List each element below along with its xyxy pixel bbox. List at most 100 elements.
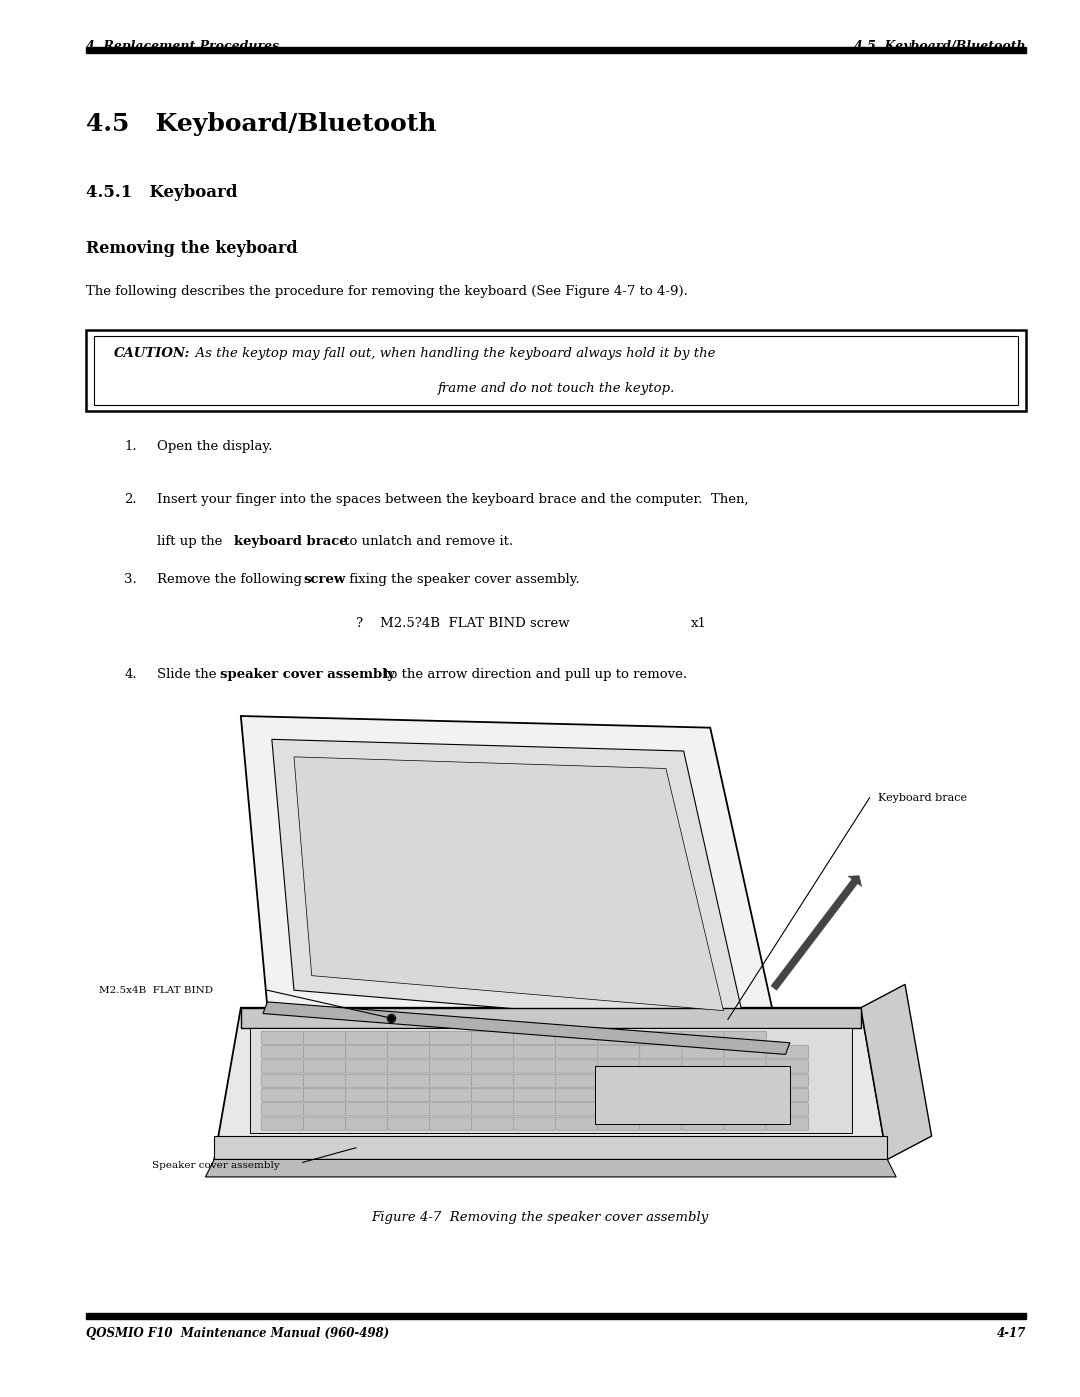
Text: lift up the: lift up the (157, 535, 226, 548)
FancyBboxPatch shape (766, 1045, 809, 1059)
FancyBboxPatch shape (261, 1102, 303, 1116)
FancyBboxPatch shape (639, 1088, 683, 1102)
FancyBboxPatch shape (597, 1074, 640, 1087)
Text: The following describes the procedure for removing the keyboard (See Figure 4-7 : The following describes the procedure fo… (86, 285, 688, 298)
FancyBboxPatch shape (388, 1060, 430, 1073)
Text: 4.: 4. (124, 668, 137, 680)
FancyBboxPatch shape (724, 1102, 767, 1116)
Polygon shape (861, 985, 932, 1160)
FancyBboxPatch shape (388, 1031, 430, 1045)
FancyBboxPatch shape (430, 1118, 472, 1130)
Bar (86, 47, 1026, 53)
FancyBboxPatch shape (388, 1102, 430, 1116)
FancyBboxPatch shape (681, 1060, 725, 1073)
FancyBboxPatch shape (724, 1118, 767, 1130)
Polygon shape (205, 1160, 896, 1176)
Text: keyboard brace: keyboard brace (234, 535, 348, 548)
FancyBboxPatch shape (556, 1031, 598, 1045)
FancyBboxPatch shape (261, 1118, 303, 1130)
FancyBboxPatch shape (724, 1031, 767, 1045)
Polygon shape (241, 1007, 861, 1028)
Text: 4  Replacement Procedures: 4 Replacement Procedures (86, 41, 280, 53)
FancyBboxPatch shape (388, 1088, 430, 1102)
Text: screw: screw (303, 573, 346, 585)
Text: fixing the speaker cover assembly.: fixing the speaker cover assembly. (345, 573, 579, 585)
FancyBboxPatch shape (430, 1074, 472, 1087)
FancyBboxPatch shape (303, 1045, 346, 1059)
FancyBboxPatch shape (430, 1102, 472, 1116)
FancyBboxPatch shape (514, 1045, 556, 1059)
Bar (595, 1066, 789, 1125)
FancyBboxPatch shape (681, 1074, 725, 1087)
Text: Keyboard brace: Keyboard brace (878, 792, 968, 803)
Text: 4.5  Keyboard/Bluetooth: 4.5 Keyboard/Bluetooth (854, 41, 1026, 53)
Text: M2.5x4B  FLAT BIND: M2.5x4B FLAT BIND (99, 986, 213, 995)
FancyBboxPatch shape (556, 1118, 598, 1130)
FancyBboxPatch shape (303, 1060, 346, 1073)
FancyBboxPatch shape (346, 1088, 388, 1102)
Bar (86, 330, 1026, 411)
FancyBboxPatch shape (261, 1074, 303, 1087)
FancyBboxPatch shape (724, 1088, 767, 1102)
Text: CAUTION:: CAUTION: (113, 346, 190, 360)
Text: QOSMIO F10  Maintenance Manual (960-498): QOSMIO F10 Maintenance Manual (960-498) (86, 1327, 390, 1340)
FancyBboxPatch shape (346, 1118, 388, 1130)
Text: frame and do not touch the keytop.: frame and do not touch the keytop. (437, 381, 675, 395)
FancyBboxPatch shape (766, 1102, 809, 1116)
FancyBboxPatch shape (472, 1074, 514, 1087)
FancyBboxPatch shape (597, 1118, 640, 1130)
FancyBboxPatch shape (261, 1060, 303, 1073)
FancyBboxPatch shape (303, 1088, 346, 1102)
FancyBboxPatch shape (261, 1088, 303, 1102)
FancyBboxPatch shape (681, 1102, 725, 1116)
Polygon shape (214, 1007, 888, 1160)
Text: to the arrow direction and pull up to remove.: to the arrow direction and pull up to re… (380, 668, 687, 680)
FancyBboxPatch shape (472, 1060, 514, 1073)
FancyBboxPatch shape (303, 1074, 346, 1087)
FancyBboxPatch shape (388, 1118, 430, 1130)
FancyBboxPatch shape (303, 1102, 346, 1116)
FancyBboxPatch shape (346, 1060, 388, 1073)
Polygon shape (272, 739, 745, 1028)
Polygon shape (241, 717, 781, 1049)
FancyBboxPatch shape (514, 1074, 556, 1087)
Polygon shape (214, 1136, 888, 1160)
FancyBboxPatch shape (639, 1031, 683, 1045)
FancyBboxPatch shape (430, 1088, 472, 1102)
Text: 2.: 2. (124, 493, 137, 506)
FancyBboxPatch shape (766, 1074, 809, 1087)
FancyBboxPatch shape (472, 1088, 514, 1102)
FancyBboxPatch shape (681, 1045, 725, 1059)
FancyBboxPatch shape (388, 1045, 430, 1059)
FancyBboxPatch shape (514, 1102, 556, 1116)
Text: Figure 4-7  Removing the speaker cover assembly: Figure 4-7 Removing the speaker cover as… (372, 1211, 708, 1224)
FancyBboxPatch shape (724, 1060, 767, 1073)
FancyBboxPatch shape (346, 1074, 388, 1087)
Text: 3.: 3. (124, 573, 137, 585)
FancyBboxPatch shape (766, 1060, 809, 1073)
Text: 4.5   Keyboard/Bluetooth: 4.5 Keyboard/Bluetooth (86, 112, 437, 136)
FancyBboxPatch shape (346, 1102, 388, 1116)
FancyBboxPatch shape (472, 1118, 514, 1130)
FancyBboxPatch shape (472, 1031, 514, 1045)
FancyBboxPatch shape (556, 1074, 598, 1087)
Text: Speaker cover assembly: Speaker cover assembly (152, 1161, 280, 1169)
FancyBboxPatch shape (681, 1118, 725, 1130)
Text: Slide the: Slide the (157, 668, 220, 680)
FancyBboxPatch shape (346, 1045, 388, 1059)
FancyBboxPatch shape (639, 1118, 683, 1130)
FancyBboxPatch shape (597, 1031, 640, 1045)
FancyBboxPatch shape (639, 1060, 683, 1073)
Text: speaker cover assembly: speaker cover assembly (220, 668, 395, 680)
FancyBboxPatch shape (556, 1060, 598, 1073)
FancyBboxPatch shape (514, 1060, 556, 1073)
Text: As the keytop may fall out, when handling the keyboard always hold it by the: As the keytop may fall out, when handlin… (187, 346, 715, 360)
Text: 4.5.1   Keyboard: 4.5.1 Keyboard (86, 184, 238, 201)
Bar (94, 335, 1018, 405)
Text: Open the display.: Open the display. (157, 440, 272, 453)
FancyBboxPatch shape (556, 1045, 598, 1059)
FancyBboxPatch shape (639, 1045, 683, 1059)
FancyBboxPatch shape (514, 1031, 556, 1045)
Text: 1.: 1. (124, 440, 137, 453)
Bar (86, 1313, 1026, 1319)
